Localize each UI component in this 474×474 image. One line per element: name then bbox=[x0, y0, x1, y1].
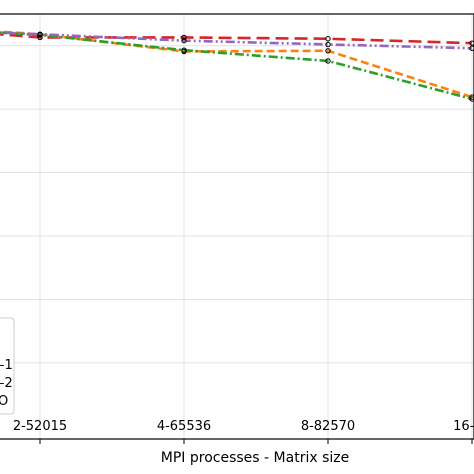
data-point bbox=[469, 96, 474, 102]
data-markers bbox=[37, 31, 474, 102]
series-lines bbox=[0, 30, 473, 101]
series-line-3 bbox=[0, 31, 473, 101]
data-point bbox=[325, 36, 331, 42]
data-point bbox=[469, 45, 474, 51]
series-line-4 bbox=[0, 31, 473, 50]
legend-label-3: O bbox=[0, 394, 8, 409]
data-point bbox=[181, 37, 187, 44]
legend: –1 –2 O bbox=[0, 317, 15, 415]
data-point bbox=[469, 94, 474, 100]
data-point bbox=[325, 58, 331, 64]
legend-box bbox=[0, 317, 15, 415]
x-tick-label: 8-82570 bbox=[301, 419, 355, 434]
series-line-2 bbox=[0, 30, 473, 99]
data-point bbox=[325, 41, 331, 48]
plot-frame bbox=[0, 13, 474, 440]
data-point bbox=[37, 31, 43, 37]
data-point bbox=[37, 34, 43, 41]
legend-label-2: –2 bbox=[0, 376, 13, 391]
data-point bbox=[181, 34, 187, 41]
x-ticks: 2-52015 4-65536 8-82570 16-10 bbox=[13, 419, 474, 444]
data-point bbox=[325, 48, 331, 54]
data-point bbox=[469, 40, 474, 46]
data-point bbox=[181, 47, 187, 53]
grid-lines bbox=[0, 14, 474, 439]
series-line-1 bbox=[0, 32, 473, 45]
x-axis-label: MPI processes - Matrix size bbox=[161, 450, 349, 466]
x-tick-label: 2-52015 bbox=[13, 419, 67, 434]
x-tick-label: 4-65536 bbox=[157, 419, 211, 434]
legend-label-1: –1 bbox=[0, 358, 13, 373]
x-tick-label: 16-10 bbox=[453, 419, 474, 434]
